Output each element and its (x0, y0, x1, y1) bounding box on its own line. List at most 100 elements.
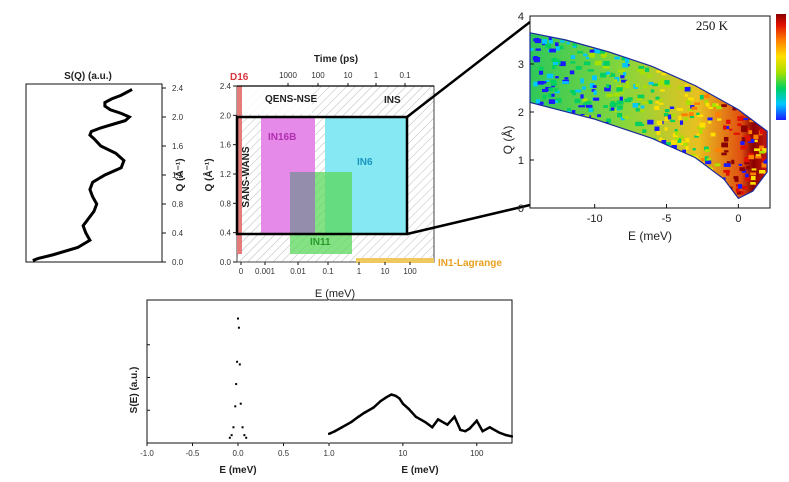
heat-cell (714, 163, 721, 167)
heat-cell (658, 139, 665, 144)
heat-cell (570, 61, 576, 64)
se-left-point (232, 426, 235, 429)
heat-cell (558, 99, 562, 103)
heat-cell (740, 125, 748, 130)
heat-cell (715, 112, 721, 118)
heat-cell (620, 75, 625, 79)
heat-cell (725, 170, 730, 176)
coverage-xtick-label: 1 (357, 267, 362, 276)
heat-cell (733, 132, 740, 135)
heat-cell (542, 88, 548, 93)
heat-cell (762, 148, 768, 153)
se-right-point (464, 430, 467, 433)
heat-cell (583, 53, 588, 57)
heat-cell (637, 94, 645, 99)
heat-cell (636, 98, 643, 101)
heat-cell (661, 72, 667, 76)
se-right-point (497, 431, 500, 434)
se-left-point (234, 405, 237, 408)
heat-cell (749, 120, 754, 123)
se-left-xtick-label: 0.0 (232, 449, 244, 458)
heat-cell (538, 101, 544, 105)
se-right-point (481, 430, 484, 433)
sqe-ytick-label: 0 (518, 203, 524, 215)
sq-ytick-label: 1.2 (172, 171, 184, 180)
heat-cell (744, 157, 750, 163)
se-right-point (341, 426, 344, 429)
heat-cell (549, 48, 556, 53)
heat-cell (740, 191, 745, 195)
heat-cell (664, 116, 668, 122)
heat-cell (707, 120, 712, 124)
sq-profile-frame (25, 83, 163, 263)
heat-cell (694, 102, 701, 105)
heat-cell (699, 94, 704, 100)
heat-cell (591, 115, 595, 118)
heat-cell (551, 65, 556, 70)
heat-cell (594, 60, 602, 66)
heat-cell (744, 160, 750, 165)
sqe-ytick-label: 4 (518, 11, 524, 23)
heat-cell (542, 94, 547, 100)
heat-cell (732, 106, 737, 111)
heat-cell (741, 169, 747, 173)
heat-cell (583, 61, 591, 66)
heat-cell (736, 184, 740, 188)
heat-cell (666, 84, 672, 88)
coverage-xtick-label: 0.1 (322, 267, 334, 276)
heat-cell (674, 137, 680, 140)
heat-cell (741, 129, 748, 133)
se-right-point (431, 426, 434, 429)
heat-cell (751, 168, 757, 171)
heat-cell (741, 137, 746, 142)
heat-cell (712, 103, 717, 108)
sqe-ytick-label: 3 (518, 59, 524, 71)
heat-cell (535, 48, 541, 51)
heat-cell (578, 105, 586, 108)
heat-cell (745, 136, 751, 142)
heat-cell (758, 170, 766, 174)
heat-cell (600, 72, 607, 78)
heat-cell (684, 93, 689, 97)
heat-cell (582, 98, 588, 102)
se-left-xtick-label: -0.5 (186, 449, 200, 458)
heat-cell (617, 105, 623, 110)
heat-cell (562, 81, 569, 84)
se-right-point (363, 411, 366, 414)
heat-cell (560, 40, 565, 43)
coverage-panel: Time (ps) 1000 100 10 1 0.1 D16 QENS-NSE INS… (202, 54, 502, 300)
heat-cell (533, 81, 539, 87)
heat-cell (685, 145, 689, 151)
heat-cell (647, 74, 653, 78)
heat-cell (761, 162, 768, 168)
heat-cell (710, 132, 716, 137)
heat-cell (589, 47, 594, 51)
heat-cell (580, 78, 584, 84)
heat-cell (620, 116, 625, 121)
coverage-toptick-label: 0.1 (399, 71, 411, 80)
se-right-point (379, 400, 382, 403)
se-left-point (235, 383, 238, 386)
heat-cell (597, 114, 602, 118)
heat-cell (680, 120, 684, 125)
coverage-toptick-label: 10 (344, 71, 353, 80)
heat-cell (554, 88, 558, 92)
heat-cell (670, 140, 678, 145)
heat-cell (753, 134, 759, 140)
heat-cell (681, 113, 688, 117)
heat-cell (540, 81, 547, 84)
heat-cell (663, 112, 669, 117)
heat-cell (643, 85, 648, 89)
heat-cell (538, 69, 544, 75)
heat-cell (742, 185, 748, 190)
heat-cell (652, 83, 659, 87)
heat-cell (530, 48, 534, 51)
heat-cell (705, 159, 712, 165)
heat-cell (647, 119, 654, 125)
se-left-point (238, 363, 241, 366)
se-left-xtick-label: 0.5 (278, 449, 290, 458)
se-right-xlabel: E (meV) (401, 465, 438, 476)
se-right-point (446, 423, 449, 426)
sqe-ytick-label: 2 (518, 107, 524, 119)
